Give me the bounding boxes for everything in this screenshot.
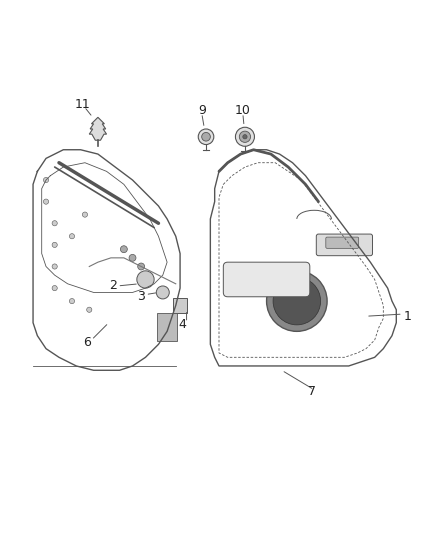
Circle shape <box>137 271 154 288</box>
FancyBboxPatch shape <box>326 237 359 248</box>
Circle shape <box>52 221 57 226</box>
Polygon shape <box>89 117 106 140</box>
Circle shape <box>87 307 92 312</box>
Text: 3: 3 <box>137 290 145 303</box>
FancyBboxPatch shape <box>157 313 177 341</box>
Circle shape <box>82 212 88 217</box>
Text: 4: 4 <box>178 318 186 332</box>
Circle shape <box>43 177 49 183</box>
Circle shape <box>202 132 210 141</box>
Circle shape <box>69 298 74 304</box>
Circle shape <box>52 264 57 269</box>
Circle shape <box>267 271 327 332</box>
Circle shape <box>138 263 145 270</box>
Circle shape <box>43 199 49 204</box>
Circle shape <box>52 243 57 247</box>
Circle shape <box>52 286 57 290</box>
FancyBboxPatch shape <box>173 298 187 313</box>
Circle shape <box>236 127 254 146</box>
Text: 6: 6 <box>83 336 91 349</box>
Text: 1: 1 <box>403 310 411 322</box>
FancyBboxPatch shape <box>223 262 310 297</box>
FancyBboxPatch shape <box>316 234 372 256</box>
Circle shape <box>273 277 321 325</box>
Circle shape <box>239 131 251 142</box>
Text: 9: 9 <box>198 104 205 117</box>
Text: 10: 10 <box>235 104 251 117</box>
Text: 11: 11 <box>75 98 91 111</box>
Circle shape <box>120 246 127 253</box>
Circle shape <box>243 135 247 139</box>
Text: 7: 7 <box>308 385 316 398</box>
Circle shape <box>129 254 136 261</box>
Circle shape <box>156 286 169 299</box>
Circle shape <box>69 233 74 239</box>
Circle shape <box>198 129 214 144</box>
Text: 2: 2 <box>109 279 117 293</box>
